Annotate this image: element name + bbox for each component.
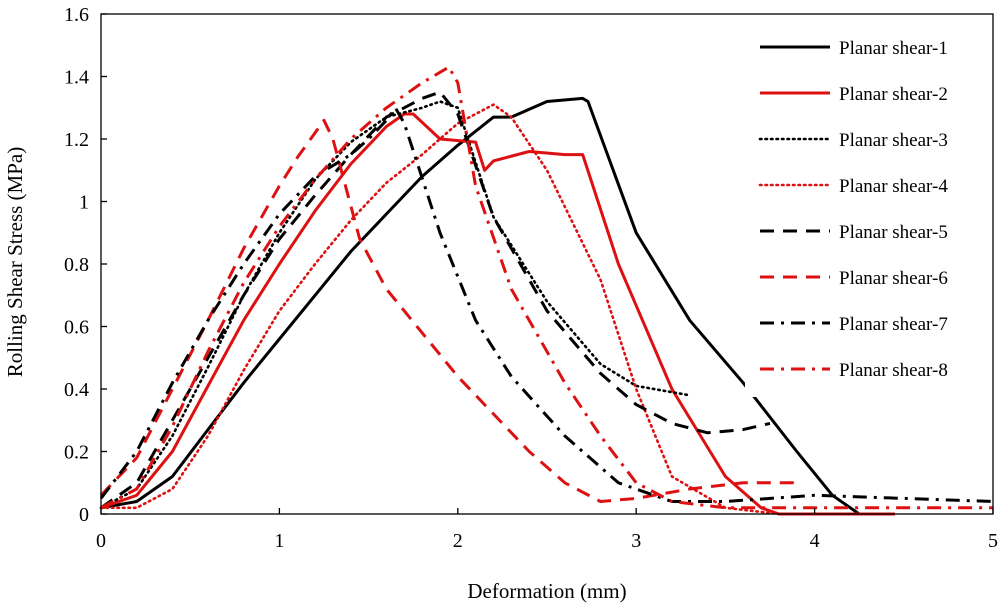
y-tick-label: 1.4 [64, 67, 89, 89]
series-line-planar-shear-3 [99, 100, 692, 510]
x-tick-label: 1 [274, 530, 284, 552]
y-tick-label: 0.2 [64, 442, 89, 464]
x-tick-label: 5 [988, 530, 998, 552]
series-line-planar-shear-1 [100, 96, 869, 516]
series-line-planar-shear-5 [100, 90, 771, 510]
y-tick-label: 1 [79, 192, 89, 214]
series-line-planar-shear-2 [100, 112, 895, 516]
series-line-planar-shear-7 [99, 106, 994, 503]
y-tick-label: 1.2 [64, 129, 89, 151]
legend-label-planar-shear-2: Planar shear-2 [839, 84, 948, 105]
legend-label-planar-shear-7: Planar shear-7 [839, 314, 948, 335]
legend-label-planar-shear-6: Planar shear-6 [839, 268, 948, 289]
series-line-planar-shear-4 [99, 103, 852, 516]
y-tick-label: 0.8 [64, 254, 89, 276]
x-axis-ticks: 0 1 2 3 4 5 [96, 508, 998, 552]
x-tick-label: 3 [631, 530, 641, 552]
y-tick-label: 1.6 [64, 4, 89, 26]
series-layer [99, 65, 994, 516]
legend-label-planar-shear-8: Planar shear-8 [839, 360, 948, 381]
x-tick-label: 2 [453, 530, 463, 552]
legend-label-planar-shear-1: Planar shear-1 [839, 38, 948, 59]
legend: Planar shear-1 Planar shear-2 Planar shear… [745, 27, 985, 397]
legend-label-planar-shear-5: Planar shear-5 [839, 222, 948, 243]
legend-label-planar-shear-4: Planar shear-4 [839, 176, 948, 197]
y-axis-ticks: 0 0.2 0.4 0.6 0.8 1 1.2 1.4 1.6 [64, 4, 107, 526]
legend-box [745, 27, 985, 397]
y-tick-label: 0.6 [64, 317, 89, 339]
x-tick-label: 4 [810, 530, 820, 552]
y-tick-label: 0.4 [64, 379, 89, 401]
x-tick-label: 0 [96, 530, 106, 552]
y-axis-title: Rolling Shear Stress (MPa) [3, 147, 27, 377]
y-tick-label: 0 [79, 504, 89, 526]
legend-label-planar-shear-3: Planar shear-3 [839, 130, 948, 151]
x-axis-title: Deformation (mm) [467, 579, 626, 603]
series-line-planar-shear-6 [99, 118, 797, 503]
